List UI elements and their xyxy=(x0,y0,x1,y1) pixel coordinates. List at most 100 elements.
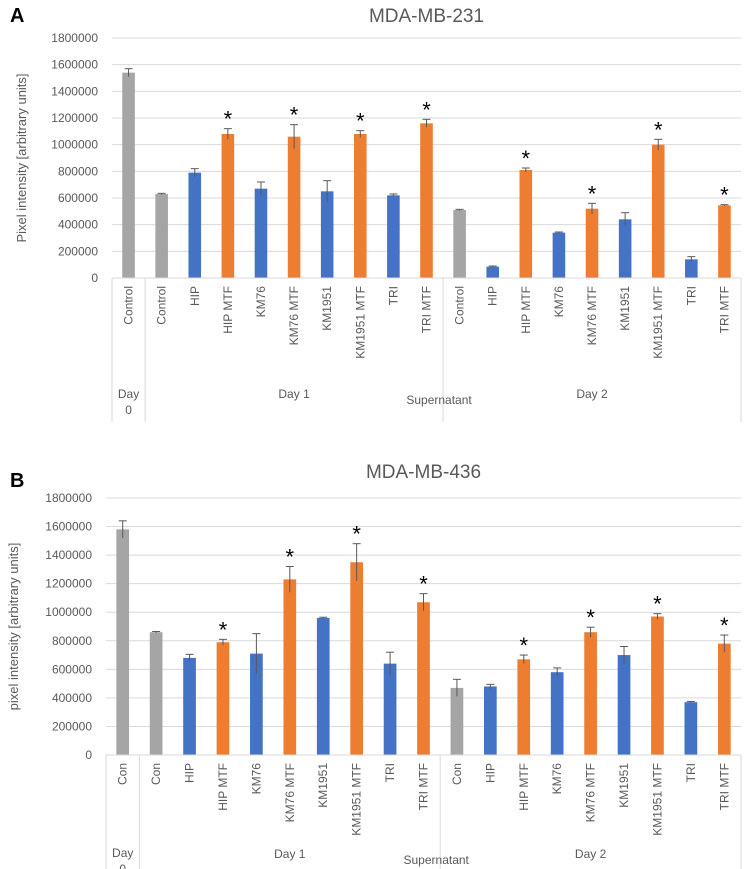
y-tick-label: 0 xyxy=(91,271,98,285)
bar xyxy=(387,195,400,278)
significance-marker: * xyxy=(286,545,295,570)
x-tick-label: KM76 xyxy=(552,286,566,318)
bar xyxy=(350,562,364,755)
y-tick-label: 1600000 xyxy=(51,58,98,72)
bar xyxy=(250,653,263,755)
significance-marker: * xyxy=(519,633,528,658)
y-tick-label: 1800000 xyxy=(51,31,98,45)
chart-title: MDA-MB-231 xyxy=(369,6,484,27)
x-tick-label: TRI MTF xyxy=(420,286,434,333)
x-tick-label: HIP xyxy=(188,286,202,306)
significance-marker: * xyxy=(654,117,663,142)
bar xyxy=(453,210,466,278)
y-tick-label: 1000000 xyxy=(51,138,98,152)
y-tick-label: 400000 xyxy=(52,691,92,705)
panel-letter: B xyxy=(10,470,24,492)
y-tick-label: 800000 xyxy=(58,164,98,178)
x-axis-label: Supernatant xyxy=(404,853,470,867)
x-tick-label: KM76 xyxy=(550,763,564,795)
significance-marker: * xyxy=(224,107,233,132)
bar xyxy=(617,655,631,755)
x-tick-label: KM76 MTF xyxy=(585,286,599,345)
bar xyxy=(287,136,301,278)
x-tick-label: HIP MTF xyxy=(517,763,531,811)
significance-marker: * xyxy=(522,146,531,171)
significance-marker: * xyxy=(653,592,662,617)
significance-marker: * xyxy=(720,613,729,638)
bar xyxy=(116,529,130,755)
bar xyxy=(316,617,330,755)
group-label: Day 2 xyxy=(576,387,608,401)
x-tick-label: KM76 MTF xyxy=(584,763,598,822)
x-tick-label: KM1951 MTF xyxy=(651,286,665,359)
y-tick-label: 400000 xyxy=(58,218,98,232)
group-label-number: 0 xyxy=(119,862,126,869)
x-tick-label: HIP xyxy=(486,286,500,306)
y-tick-label: 1400000 xyxy=(51,84,98,98)
x-tick-label: TRI xyxy=(684,286,698,305)
chart-panel-a: A MDA-MB-231 Pixel intensity [arbitrary un… xyxy=(10,5,742,422)
bar xyxy=(216,642,230,755)
x-tick-label: KM76 MTF xyxy=(283,763,297,822)
bar xyxy=(417,602,430,755)
y-axis-label: Pixel intensity [arbitrary units] xyxy=(14,73,29,242)
group-label-number: 0 xyxy=(125,403,132,417)
x-tick-label: KM1951 xyxy=(617,763,631,808)
significance-marker: * xyxy=(588,181,597,206)
x-tick-label: KM1951 xyxy=(320,286,334,331)
x-tick-label: HIP MTF xyxy=(221,286,235,334)
x-tick-label: TRI xyxy=(386,286,400,305)
x-tick-label: KM1951 MTF xyxy=(353,286,367,359)
y-tick-label: 600000 xyxy=(58,191,98,205)
bar xyxy=(685,259,698,278)
group-label: Day 1 xyxy=(274,847,306,861)
significance-marker: * xyxy=(352,522,361,547)
x-axis-label: Supernatant xyxy=(406,393,472,407)
x-tick-label: KM76 xyxy=(254,286,268,318)
bar xyxy=(221,134,235,278)
x-tick-label: KM1951 MTF xyxy=(650,763,664,836)
panel-letter: A xyxy=(10,5,24,27)
bar xyxy=(517,659,531,755)
x-tick-label: HIP MTF xyxy=(216,763,230,811)
x-tick-label: Con xyxy=(116,763,130,785)
x-tick-label: Con xyxy=(450,763,464,785)
x-tick-label: Con xyxy=(149,763,163,785)
y-tick-label: 200000 xyxy=(52,719,92,733)
bar xyxy=(550,672,564,755)
x-tick-label: TRI MTF xyxy=(417,763,431,810)
bar xyxy=(254,188,268,278)
bar xyxy=(188,172,202,278)
group-label: Day xyxy=(118,387,139,401)
x-tick-label: KM1951 MTF xyxy=(350,763,364,836)
x-tick-label: Control xyxy=(122,286,136,325)
x-tick-label: TRI xyxy=(684,763,698,782)
bar xyxy=(383,663,397,755)
x-tick-label: KM76 MTF xyxy=(287,286,301,345)
y-tick-label: 800000 xyxy=(52,634,92,648)
bar xyxy=(584,632,597,755)
bar xyxy=(183,657,196,755)
y-tick-label: 1200000 xyxy=(45,577,92,591)
x-tick-label: TRI MTF xyxy=(717,763,731,810)
x-tick-label: TRI xyxy=(383,763,397,782)
group-label: Day 1 xyxy=(278,387,310,401)
y-tick-label: 1000000 xyxy=(45,605,92,619)
bar xyxy=(618,219,632,278)
x-tick-label: HIP xyxy=(483,763,497,783)
x-tick-label: KM1951 xyxy=(316,763,330,808)
significance-marker: * xyxy=(419,572,428,597)
bar xyxy=(717,643,731,755)
chart-panel-b: B MDA-MB-436 pixel intensity [arbitrary un… xyxy=(6,462,742,869)
group-label: Day 2 xyxy=(575,847,607,861)
bar xyxy=(718,205,731,278)
significance-marker: * xyxy=(720,183,729,208)
group-label: Day xyxy=(112,846,133,860)
bar xyxy=(684,702,698,755)
chart-title: MDA-MB-436 xyxy=(366,462,481,483)
bar xyxy=(486,266,500,278)
x-tick-label: TRI MTF xyxy=(717,286,731,333)
y-axis-label: pixel intensity [arbitrary units] xyxy=(6,543,21,711)
bar xyxy=(122,72,135,279)
bar xyxy=(353,134,367,278)
